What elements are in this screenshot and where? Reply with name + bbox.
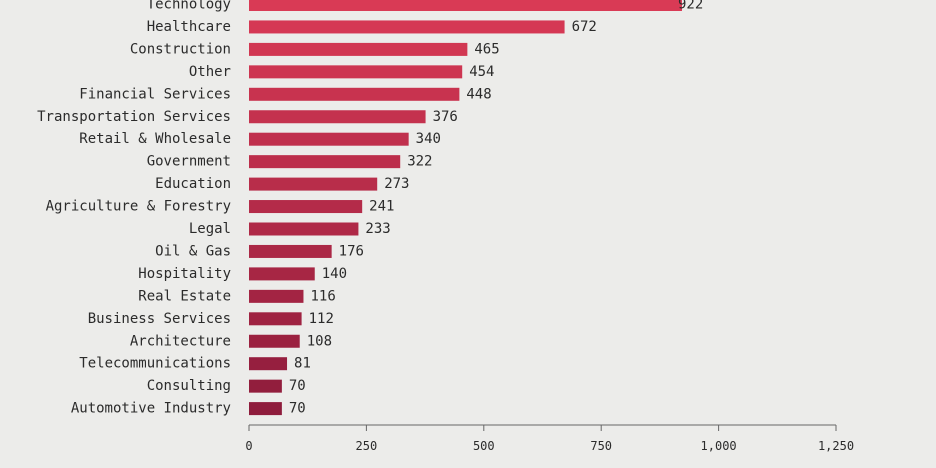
category-label-agriculture-forestry: Agriculture & Forestry bbox=[46, 199, 231, 215]
bar-agriculture-forestry bbox=[249, 200, 363, 214]
value-label-retail-wholesale: 340 bbox=[416, 131, 441, 147]
value-label-hospitality: 140 bbox=[322, 266, 347, 282]
x-tick-label-1000: 1,000 bbox=[701, 439, 737, 453]
bar-technology bbox=[249, 0, 682, 11]
bar-telecommunications bbox=[249, 357, 288, 371]
value-label-construction: 465 bbox=[474, 41, 499, 57]
bar-healthcare bbox=[249, 20, 565, 34]
value-label-government: 322 bbox=[407, 154, 432, 170]
bar-transportation-services bbox=[249, 110, 426, 124]
bar-automotive-industry bbox=[249, 402, 282, 416]
bar-business-services bbox=[249, 312, 302, 326]
category-label-business-services: Business Services bbox=[88, 311, 231, 327]
value-label-real-estate: 116 bbox=[310, 288, 335, 304]
category-label-construction: Construction bbox=[130, 41, 231, 57]
bar-real-estate bbox=[249, 289, 304, 303]
x-tick-label-750: 750 bbox=[590, 439, 612, 453]
bar-architecture bbox=[249, 334, 300, 348]
x-tick-label-0: 0 bbox=[245, 439, 252, 453]
category-label-hospitality: Hospitality bbox=[138, 266, 231, 282]
category-label-automotive-industry: Automotive Industry bbox=[71, 401, 231, 417]
bars-group bbox=[249, 0, 682, 416]
category-label-real-estate: Real Estate bbox=[138, 288, 231, 304]
category-label-financial-services: Financial Services bbox=[79, 86, 231, 102]
bar-retail-wholesale bbox=[249, 132, 409, 146]
value-label-consulting: 70 bbox=[289, 378, 306, 394]
value-label-healthcare: 672 bbox=[572, 19, 597, 35]
category-label-other: Other bbox=[189, 64, 231, 80]
value-label-financial-services: 448 bbox=[466, 86, 491, 102]
value-label-transportation-services: 376 bbox=[433, 109, 458, 125]
x-tick-label-1250: 1,250 bbox=[818, 439, 854, 453]
bar-hospitality bbox=[249, 267, 315, 281]
category-label-oil-gas: Oil & Gas bbox=[155, 243, 231, 259]
category-label-consulting: Consulting bbox=[147, 378, 231, 394]
bar-education bbox=[249, 177, 378, 191]
value-label-education: 273 bbox=[384, 176, 409, 192]
bar-legal bbox=[249, 222, 359, 236]
value-label-other: 454 bbox=[469, 64, 494, 80]
value-label-telecommunications: 81 bbox=[294, 356, 311, 372]
category-label-transportation-services: Transportation Services bbox=[37, 109, 231, 125]
x-axis: 0 250 500 750 1,000 1,250 bbox=[245, 424, 854, 453]
x-tick-label-500: 500 bbox=[473, 439, 495, 453]
category-label-retail-wholesale: Retail & Wholesale bbox=[79, 131, 231, 147]
bar-consulting bbox=[249, 379, 282, 393]
value-label-agriculture-forestry: 241 bbox=[369, 199, 394, 215]
category-labels-group: Technology Healthcare Construction Other Fin… bbox=[37, 0, 231, 417]
value-label-business-services: 112 bbox=[309, 311, 334, 327]
x-tick-label-250: 250 bbox=[356, 439, 378, 453]
category-label-education: Education bbox=[155, 176, 231, 192]
value-label-technology: 922 bbox=[678, 0, 703, 13]
category-label-legal: Legal bbox=[189, 221, 231, 237]
category-label-telecommunications: Telecommunications bbox=[79, 356, 231, 372]
bar-construction bbox=[249, 42, 468, 56]
value-label-oil-gas: 176 bbox=[339, 243, 364, 259]
bar-government bbox=[249, 155, 401, 169]
value-label-automotive-industry: 70 bbox=[289, 401, 306, 417]
category-label-healthcare: Healthcare bbox=[147, 19, 231, 35]
bar-other bbox=[249, 65, 463, 79]
value-label-legal: 233 bbox=[365, 221, 390, 237]
value-label-architecture: 108 bbox=[307, 333, 332, 349]
category-label-technology: Technology bbox=[147, 0, 231, 13]
bar-oil-gas bbox=[249, 244, 332, 258]
bar-financial-services bbox=[249, 87, 460, 101]
category-label-architecture: Architecture bbox=[130, 333, 231, 349]
category-label-government: Government bbox=[147, 154, 231, 170]
